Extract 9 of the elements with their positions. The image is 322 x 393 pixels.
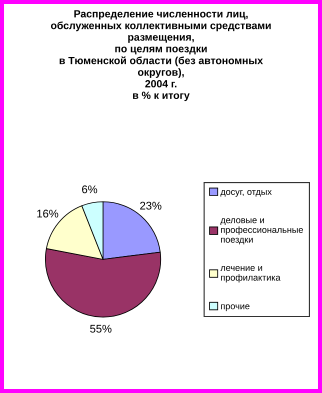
legend-label: лечение и профилактика	[220, 266, 280, 282]
chart-title: Распределение численности лиц, обслуженных коллективными средствами размещения, по целям поездки в Тюменской области (без автономных округов), 2004 г. в % к итогу	[50, 10, 271, 102]
data-label: 23%	[140, 202, 162, 210]
data-label: 55%	[90, 324, 112, 333]
legend-label: прочие	[221, 304, 250, 312]
legend-label: досуг, отдых	[220, 190, 272, 197]
data-label: 6%	[82, 185, 98, 194]
legend-label: деловые и профессиональные поездки	[220, 218, 303, 244]
data-label: 16%	[37, 210, 58, 218]
